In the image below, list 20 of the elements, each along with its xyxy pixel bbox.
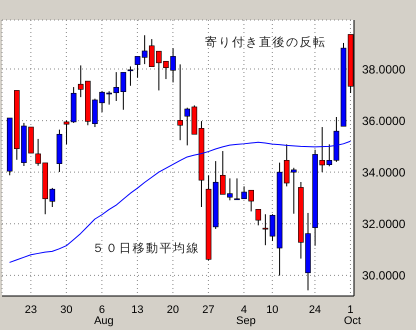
candlestick — [128, 66, 134, 86]
candlestick — [177, 64, 183, 141]
candlestick — [255, 208, 262, 226]
y-tick-label: 30.0000 — [362, 268, 406, 283]
x-tick-label: 10 — [266, 304, 278, 316]
x-tick-label: 13 — [131, 304, 144, 316]
x-tick-label: 30 — [60, 304, 72, 316]
y-tick-label: 38.0000 — [362, 62, 406, 76]
x-tick-label: 24 — [308, 304, 322, 316]
x-tick-label: 20 — [166, 304, 180, 316]
y-tick-label: 36.0000 — [362, 114, 406, 128]
x-tick-label: 1 Oct — [344, 304, 362, 327]
x-tick-label: 27 — [202, 304, 215, 316]
y-tick-label: 34.0000 — [362, 165, 406, 180]
annotation: 寄り付き直後の反転 — [205, 34, 326, 51]
x-tick-label: 6 Aug — [94, 304, 114, 327]
annotation: ５０日移動平均線 — [92, 240, 200, 257]
x-tick-label: 4 Sep — [236, 304, 256, 327]
x-tick-label: 23 — [24, 304, 37, 316]
y-tick-label: 32.0000 — [362, 217, 406, 232]
